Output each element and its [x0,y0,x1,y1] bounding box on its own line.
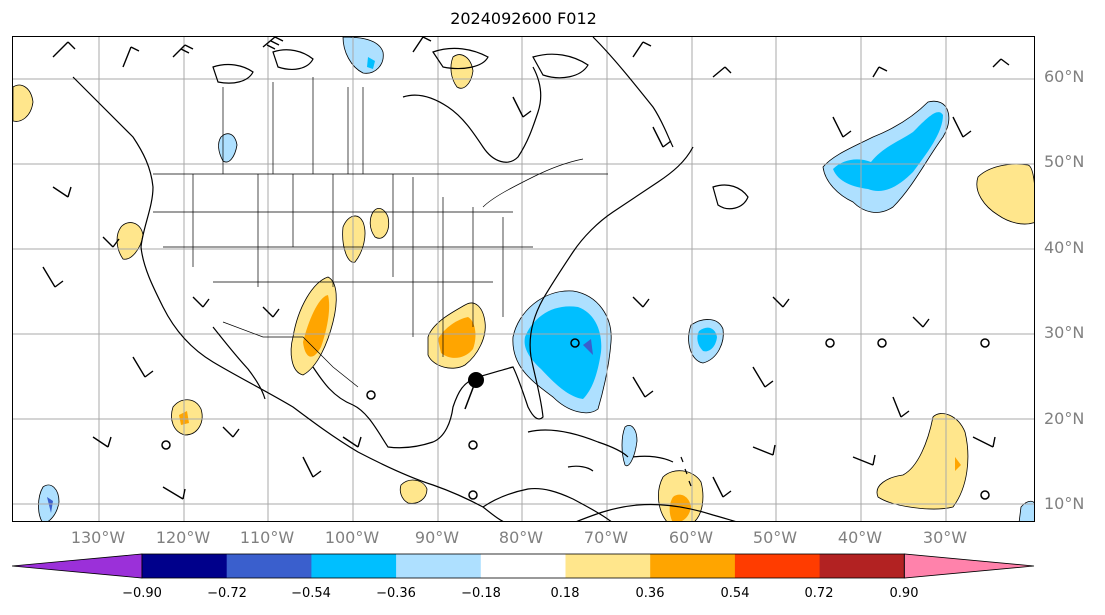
lat-lon-grid [13,37,1034,521]
colorbar-segment [734,554,821,578]
colorbar-extend-low [12,553,143,579]
positive-anomaly-southwest [342,215,366,263]
map-panel [12,36,1035,522]
colorbar-segment [480,554,566,578]
colorbar-tick-6: 0.18 [550,586,580,601]
positive-anomaly-mexico-pacific [399,479,428,504]
colorbar-tick-4: −0.36 [376,586,416,601]
negative-anomaly-bc [218,133,238,163]
lon-label-30w: 30°W [922,528,968,547]
lat-label-50n: 50°N [1044,152,1085,171]
lat-label-20n: 20°N [1044,409,1085,428]
lon-label-90w: 90°W [414,528,460,547]
map-svg [13,37,1034,521]
lon-label-80w: 80°W [498,528,544,547]
colorbar-tick-1: −0.90 [122,586,162,601]
colorbar-segment [142,554,228,578]
colorbar-segment [565,554,651,578]
lon-label-110w: 110°W [239,528,295,547]
positive-anomaly-hudson [450,54,474,89]
negative-anomaly-atlantic-core [524,306,602,399]
anomaly-shading [13,37,1034,521]
colorbar-tick-8: 0.54 [720,586,750,601]
lat-label-10n: 10°N [1044,494,1085,513]
positive-anomaly-caribbean-core [669,494,691,521]
lon-label-70w: 70°W [583,528,629,547]
colorbar-outline [141,553,905,579]
colorbar-segment [396,554,482,578]
lon-label-50w: 50°W [752,528,798,547]
lon-label-60w: 60°W [668,528,714,547]
colorbar [12,553,1035,579]
negative-anomaly-alaska-coast [342,37,384,74]
negative-anomaly-alaska-core [367,57,375,69]
map-title: 2024092600 F012 [450,9,597,28]
lat-label-30n: 30°N [1044,323,1085,342]
positive-anomaly-tropical-east-core [955,457,961,471]
colorbar-tick-10: 0.90 [889,586,919,601]
positive-anomaly-north-pacific [13,84,34,122]
colorbar-segment [650,554,736,578]
lon-label-120w: 120°W [155,528,211,547]
colorbar-segment [226,554,312,578]
positive-anomaly-gulf-coast-core [438,317,476,358]
positive-anomaly-tropical-east [876,413,969,510]
negative-anomaly-atlantic-dark [583,339,593,355]
colorbar-tick-3: −0.54 [291,586,331,601]
lat-label-60n: 60°N [1044,67,1085,86]
wind-barbs [42,37,1010,500]
negative-anomaly-pacific-south-core [47,497,53,513]
colorbar-tick-2: −0.72 [207,586,247,601]
positive-anomaly-plains [369,208,390,239]
colorbar-tick-5: −0.18 [461,586,501,601]
positive-anomaly-ne-atlantic [976,163,1034,225]
lat-label-40n: 40°N [1044,238,1085,257]
colorbar-segment [311,554,397,578]
positive-anomaly-west-coast [116,222,144,260]
positive-anomaly-texas-core [303,295,330,357]
lon-label-40w: 40°W [837,528,883,547]
lon-label-130w: 130°W [70,528,126,547]
colorbar-extend-high [903,553,1035,579]
storm-center-barb [464,379,477,410]
calm-markers [161,338,990,500]
colorbar-segment [819,554,905,578]
negative-anomaly-windward [621,424,638,467]
coastlines [72,37,749,521]
lon-label-100w: 100°W [324,528,380,547]
political-borders [153,77,608,388]
colorbar-tick-7: 0.36 [635,586,665,601]
colorbar-tick-9: 0.72 [804,586,834,601]
